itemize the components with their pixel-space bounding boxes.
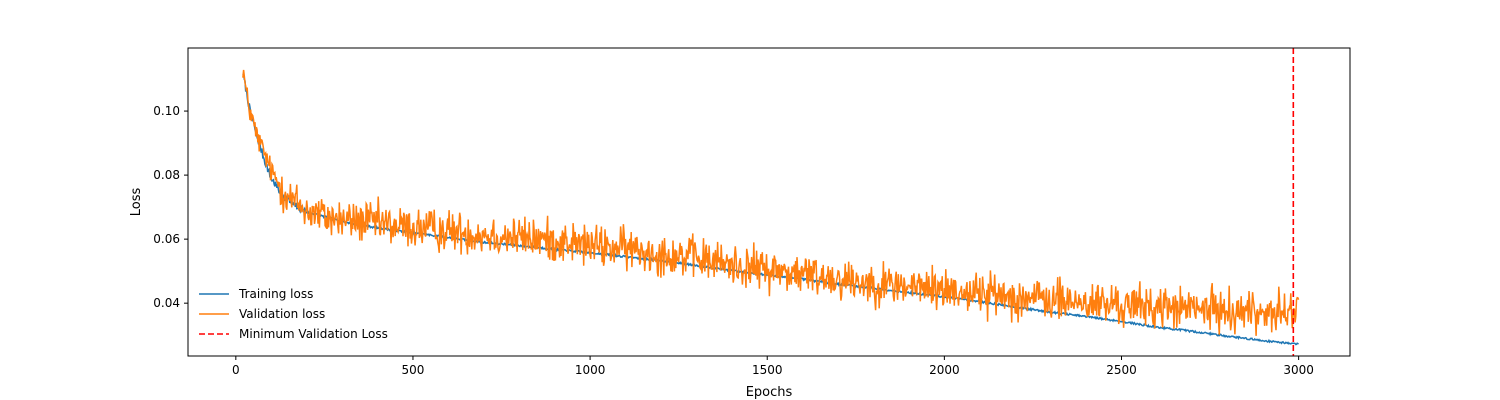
y-tick-label: 0.10 bbox=[153, 104, 180, 118]
x-axis-label: Epochs bbox=[746, 385, 793, 400]
legend-label: Minimum Validation Loss bbox=[239, 327, 388, 341]
x-tick-label: 500 bbox=[402, 363, 425, 377]
y-tick-label: 0.08 bbox=[153, 168, 180, 182]
series-layer bbox=[242, 48, 1300, 356]
y-axis-ticks: 0.04 0.06 0.08 0.10 bbox=[153, 104, 188, 310]
plot-frame bbox=[187, 47, 1351, 357]
y-tick-label: 0.06 bbox=[153, 232, 180, 246]
x-tick-label: 1000 bbox=[575, 363, 606, 377]
x-tick-label: 2500 bbox=[1106, 363, 1137, 377]
x-tick-label: 1500 bbox=[752, 363, 783, 377]
x-tick-label: 2000 bbox=[929, 363, 960, 377]
x-tick-label: 3000 bbox=[1283, 363, 1314, 377]
y-tick-label: 0.04 bbox=[153, 296, 180, 310]
legend-label: Validation loss bbox=[239, 307, 325, 321]
legend: Training loss Validation loss Minimum Vali… bbox=[199, 287, 388, 341]
legend-label: Training loss bbox=[238, 287, 313, 301]
series-validation-loss bbox=[242, 69, 1300, 336]
y-axis-label: Loss bbox=[129, 188, 144, 217]
x-axis-ticks: 0 500 1000 1500 2000 2500 3000 bbox=[232, 356, 1314, 377]
x-tick-label: 0 bbox=[232, 363, 240, 377]
